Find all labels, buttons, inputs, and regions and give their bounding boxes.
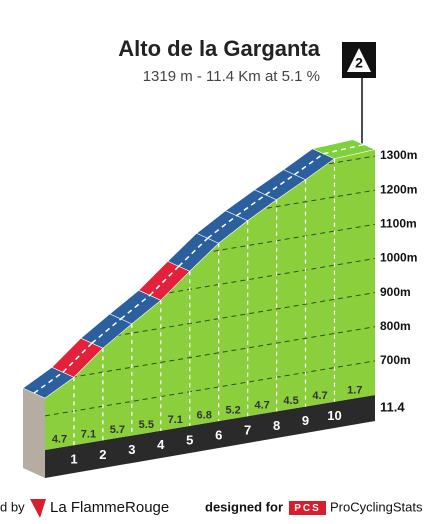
x-tick-label: 7	[244, 423, 251, 438]
ribbon-dash	[149, 265, 180, 296]
x-tick-label: 11.4	[380, 399, 405, 414]
gradient-label: 1.7	[347, 384, 362, 396]
y-tick-label: 700m	[380, 353, 411, 367]
x-tick-label: 6	[215, 427, 222, 442]
footer: d by La FlammeRouge designed for PCS Pro…	[0, 499, 423, 518]
chart-subtitle: 1319 m - 11.4 Km at 5.1 %	[143, 68, 320, 85]
ribbon-dash	[62, 342, 93, 373]
grid-line	[45, 360, 375, 417]
grid-line	[45, 326, 375, 383]
x-tick-label: 1	[70, 452, 77, 467]
gradient-label: 5.2	[226, 405, 241, 417]
gradient-label: 7.1	[81, 429, 96, 441]
category-label: 2	[355, 55, 363, 71]
gradient-label: 5.5	[139, 419, 154, 431]
gradient-label: 4.7	[52, 433, 67, 445]
y-tick-label: 1100m	[380, 217, 417, 231]
brand-logo	[30, 499, 46, 518]
ribbon-dash	[265, 173, 295, 196]
ribbon-dash	[178, 237, 209, 267]
y-tick-label: 1300m	[380, 148, 417, 162]
y-tick-label: 1200m	[380, 182, 417, 196]
y-tick-label: 1000m	[380, 251, 417, 265]
x-tick-label: 5	[186, 432, 193, 447]
footer-designed: designed for	[205, 499, 283, 514]
plot: 700m 800m 900m 1000m 1100m 1200m 1300m 1 2 3 4 5 6 7 8…	[22, 139, 417, 478]
pcs-badge: PCS	[294, 503, 321, 514]
base-band	[45, 395, 375, 478]
footer-credit: d by	[0, 499, 25, 514]
ribbon-dash	[91, 318, 122, 344]
gradient-label: 4.5	[283, 395, 298, 407]
footer-site: ProCyclingStats	[330, 499, 423, 514]
x-tick-label: 2	[99, 447, 106, 462]
x-tick-label: 8	[273, 418, 280, 433]
ribbon-dash	[120, 294, 151, 320]
y-tick-label: 800m	[380, 319, 411, 333]
x-tick-label: 3	[128, 442, 135, 457]
gradient-label: 7.1	[168, 414, 183, 426]
pcs-badge-bg	[289, 501, 326, 515]
chart-title: Alto de la Garganta	[118, 36, 320, 61]
ribbon-dash	[323, 143, 365, 155]
gradient-label: 6.8	[197, 409, 212, 421]
gradient-label: 4.7	[254, 400, 269, 412]
side-face	[23, 388, 45, 478]
gradient-label: 4.7	[312, 390, 327, 402]
profile-area	[45, 149, 375, 450]
badge-icon	[347, 48, 371, 72]
ribbon-dash	[294, 153, 324, 176]
footer-brand: La FlammeRouge	[50, 499, 169, 516]
ribbon-dash	[236, 194, 267, 217]
x-tick-label: 10	[327, 408, 341, 423]
x-tick-label: 4	[157, 437, 165, 452]
ribbon-dash	[207, 215, 238, 239]
y-tick-label: 900m	[380, 285, 411, 299]
x-tick-label: 9	[302, 413, 309, 428]
gradient-label: 5.7	[110, 424, 125, 436]
ribbon-dash	[33, 371, 64, 394]
